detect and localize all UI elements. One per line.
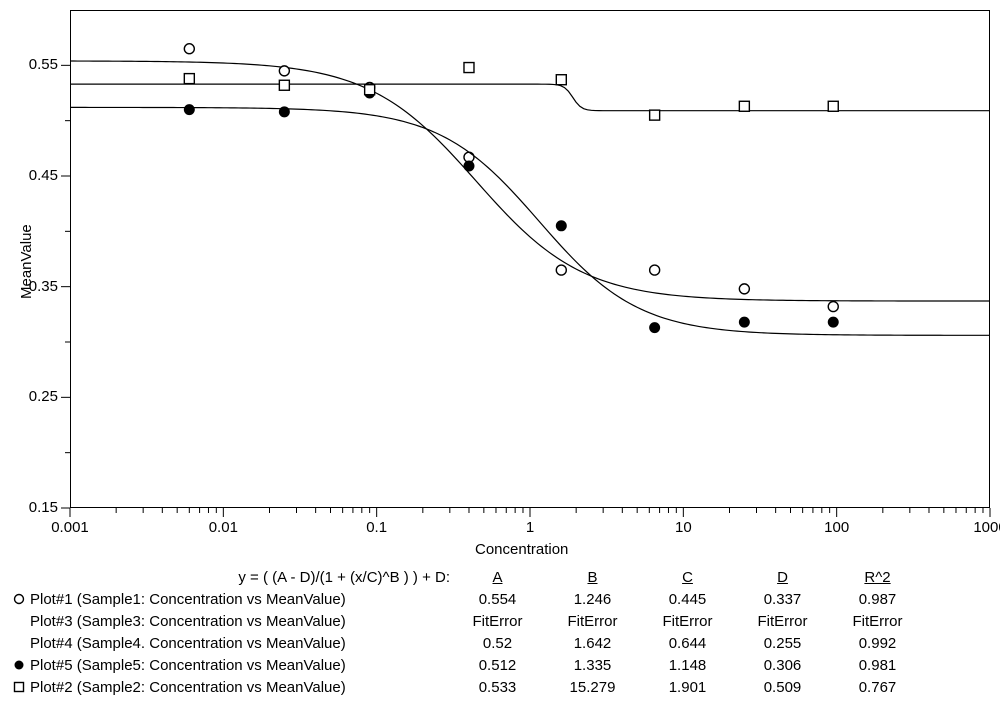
x-tick-label: 1000 bbox=[960, 519, 1000, 536]
fit-cell: 0.255 bbox=[735, 635, 830, 652]
y-tick-label: 0.35 bbox=[29, 278, 58, 295]
fit-cell: 1.901 bbox=[640, 679, 735, 696]
fit-header: D bbox=[735, 569, 830, 586]
fit-header: C bbox=[640, 569, 735, 586]
fit-cell: 0.52 bbox=[450, 635, 545, 652]
fit-row: Plot#4 (Sample4. Concentration vs MeanVa… bbox=[8, 632, 925, 654]
fit-header: B bbox=[545, 569, 640, 586]
x-tick-label: 0.1 bbox=[347, 519, 407, 536]
fit-cell: 0.992 bbox=[830, 635, 925, 652]
fit-cell: FitError bbox=[735, 613, 830, 630]
fit-cell: 0.981 bbox=[830, 657, 925, 674]
fit-cell: 0.644 bbox=[640, 635, 735, 652]
x-tick-label: 100 bbox=[807, 519, 867, 536]
fit-cell: 15.279 bbox=[545, 679, 640, 696]
fit-cell: 0.337 bbox=[735, 591, 830, 608]
fit-equation: y = ( (A - D)/(1 + (x/C)^B ) ) + D: bbox=[30, 569, 450, 586]
x-tick-label: 0.001 bbox=[40, 519, 100, 536]
fit-cell: FitError bbox=[450, 613, 545, 630]
y-tick-label: 0.25 bbox=[29, 388, 58, 405]
fit-cell: FitError bbox=[830, 613, 925, 630]
fit-cell: 1.148 bbox=[640, 657, 735, 674]
fit-cell: 0.512 bbox=[450, 657, 545, 674]
fit-cell: FitError bbox=[640, 613, 735, 630]
fit-row-label: Plot#5 (Sample5: Concentration vs MeanVa… bbox=[30, 657, 450, 674]
fit-row: Plot#5 (Sample5: Concentration vs MeanVa… bbox=[8, 654, 925, 676]
x-tick-label: 0.01 bbox=[193, 519, 253, 536]
x-tick-label: 1 bbox=[500, 519, 560, 536]
fit-row-label: Plot#4 (Sample4. Concentration vs MeanVa… bbox=[30, 635, 450, 652]
y-tick-label: 0.45 bbox=[29, 167, 58, 184]
fit-row: Plot#3 (Sample3: Concentration vs MeanVa… bbox=[8, 610, 925, 632]
fit-row-label: Plot#3 (Sample3: Concentration vs MeanVa… bbox=[30, 613, 450, 630]
fit-cell: 0.554 bbox=[450, 591, 545, 608]
fit-cell: 0.306 bbox=[735, 657, 830, 674]
fit-cell: 0.509 bbox=[735, 679, 830, 696]
fit-cell: 1.642 bbox=[545, 635, 640, 652]
figure-frame: MeanValue Concentration 0.0010.010.11101… bbox=[0, 0, 1000, 725]
fit-equation-row: y = ( (A - D)/(1 + (x/C)^B ) ) + D:ABCDR… bbox=[8, 566, 925, 588]
fit-header: R^2 bbox=[830, 569, 925, 586]
y-tick-label: 0.55 bbox=[29, 56, 58, 73]
x-axis-label: Concentration bbox=[475, 541, 568, 558]
fit-cell: FitError bbox=[545, 613, 640, 630]
x-tick-label: 10 bbox=[653, 519, 713, 536]
fit-table: y = ( (A - D)/(1 + (x/C)^B ) ) + D:ABCDR… bbox=[8, 566, 925, 698]
fit-cell: 0.445 bbox=[640, 591, 735, 608]
fit-cell: 0.987 bbox=[830, 591, 925, 608]
fit-cell: 0.533 bbox=[450, 679, 545, 696]
fit-cell: 1.246 bbox=[545, 591, 640, 608]
fit-row-label: Plot#2 (Sample2: Concentration vs MeanVa… bbox=[30, 679, 450, 696]
fit-header: A bbox=[450, 569, 545, 586]
fit-row: Plot#2 (Sample2: Concentration vs MeanVa… bbox=[8, 676, 925, 698]
fit-row: Plot#1 (Sample1: Concentration vs MeanVa… bbox=[8, 588, 925, 610]
y-tick-label: 0.15 bbox=[29, 499, 58, 516]
fit-cell: 0.767 bbox=[830, 679, 925, 696]
fit-cell: 1.335 bbox=[545, 657, 640, 674]
fit-row-label: Plot#1 (Sample1: Concentration vs MeanVa… bbox=[30, 591, 450, 608]
